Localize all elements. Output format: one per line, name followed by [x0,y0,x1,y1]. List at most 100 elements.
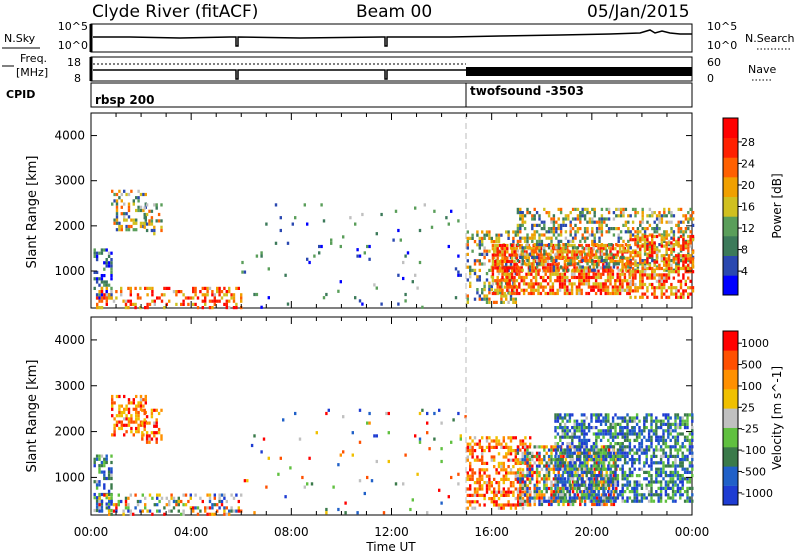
data-cell [683,419,687,423]
data-cell [569,227,572,231]
data-cell [100,306,104,310]
data-cell [563,496,567,500]
data-cell [540,259,544,263]
data-cell [206,286,209,290]
data-cell [172,496,176,500]
data-cell [599,477,603,481]
data-cell [555,252,558,256]
data-cell [559,480,562,484]
data-cell [687,246,690,250]
data-cell [559,458,562,462]
data-cell [691,416,694,420]
data-cell [569,477,572,481]
data-cell [344,511,347,515]
data-cell [483,288,486,292]
data-cell [591,252,594,256]
data-cell [667,254,671,258]
data-cell [566,435,569,439]
data-cell [519,483,522,487]
data-cell [223,496,226,500]
data-cell [473,272,477,276]
data-cell [595,502,599,507]
data-cell [595,262,599,266]
data-cell [602,263,605,267]
data-cell [634,230,637,234]
freq-label-line2: [MHz] [16,66,48,79]
data-cell [519,236,522,240]
data-cell [593,470,596,475]
data-cell [562,223,565,227]
data-cell [519,239,522,243]
data-cell [518,272,521,276]
data-cell [135,417,138,421]
data-cell [192,509,195,513]
data-cell [583,454,586,458]
data-cell [629,263,632,267]
data-cell [616,493,620,497]
data-cell [663,260,666,264]
data-cell [573,272,576,276]
data-cell [670,236,673,240]
data-cell [163,306,166,310]
data-cell [313,254,316,258]
data-cell [530,272,533,276]
data-cell [686,413,689,417]
data-cell [111,433,114,437]
data-cell [570,285,574,289]
data-cell [418,411,422,416]
data-cell [663,279,666,283]
data-cell [493,458,496,462]
data-cell [619,454,622,458]
data-cell [602,493,605,497]
data-cell [691,445,694,449]
data-cell [670,241,673,245]
data-cell [129,293,132,297]
data-cell [127,205,131,209]
data-cell [646,266,649,271]
data-cell [573,266,576,270]
data-cell [530,291,533,296]
data-cell [95,499,99,503]
data-cell [566,454,569,458]
data-cell [503,266,507,270]
data-cell [387,411,390,416]
data-cell [521,246,524,250]
data-cell [563,269,567,273]
data-cell [609,442,612,446]
data-cell [669,477,672,481]
data-cell [485,439,489,443]
colorbar-tick-label: 25 [741,401,755,414]
data-cell [638,445,641,449]
data-cell [557,454,560,459]
data-cell [98,299,101,303]
data-cell [638,474,641,478]
nave-label: Nave [748,63,776,76]
data-cell [488,259,491,263]
data-cell [483,503,486,507]
cpid-panel: CPID rbsp 200 twofsound -3503 [6,82,693,108]
data-cell [105,264,108,268]
data-cell [638,429,641,433]
data-cell [98,503,101,507]
data-cell [469,465,472,469]
data-cell [488,487,491,491]
data-cell [543,486,546,491]
data-cell [595,445,598,449]
data-cell [611,253,615,257]
data-cell [641,238,644,242]
data-cell [496,279,499,283]
data-cell [310,482,314,486]
data-cell [628,451,632,455]
data-cell [586,461,589,465]
data-cell [303,485,306,489]
data-cell [595,461,599,465]
data-cell [274,203,278,207]
data-cell [655,445,658,449]
data-cell [660,257,663,261]
data-cell [277,472,280,476]
data-cell [691,211,695,215]
data-cell [526,493,529,497]
data-cell [540,490,544,494]
data-cell [485,490,489,494]
data-cell [148,440,151,444]
